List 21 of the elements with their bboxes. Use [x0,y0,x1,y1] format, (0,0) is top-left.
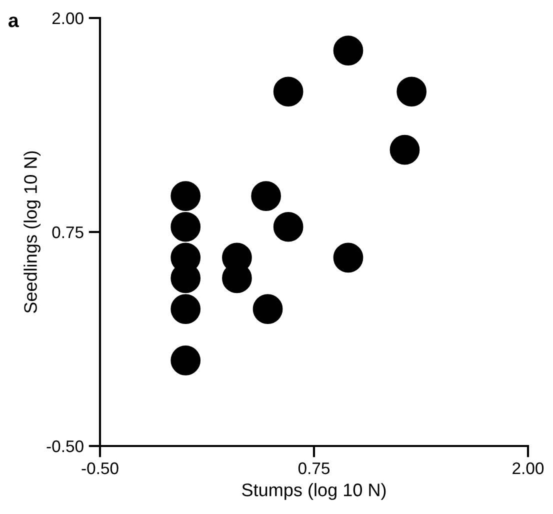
point [170,345,201,376]
x-axis-title: Stumps (log 10 N) [242,483,386,500]
y-tick-label: 2.00 [52,12,84,24]
x-tick-label: 0.75 [298,462,330,474]
y-tick-label: -0.50 [46,440,84,452]
point [396,76,427,107]
point [333,36,364,66]
point [170,294,201,324]
point [252,294,283,324]
x-tick-label: -0.50 [82,462,118,474]
point [390,134,420,165]
y-tick-label: 0.75 [52,226,84,238]
point [273,212,304,242]
point [273,76,304,107]
text: a [8,16,19,28]
point [170,181,201,211]
point [170,212,201,242]
point [251,181,281,211]
point [333,242,364,273]
y-axis-title: Seedlings (log 10 N) [24,151,40,313]
x-tick-label: 2.00 [512,462,544,474]
